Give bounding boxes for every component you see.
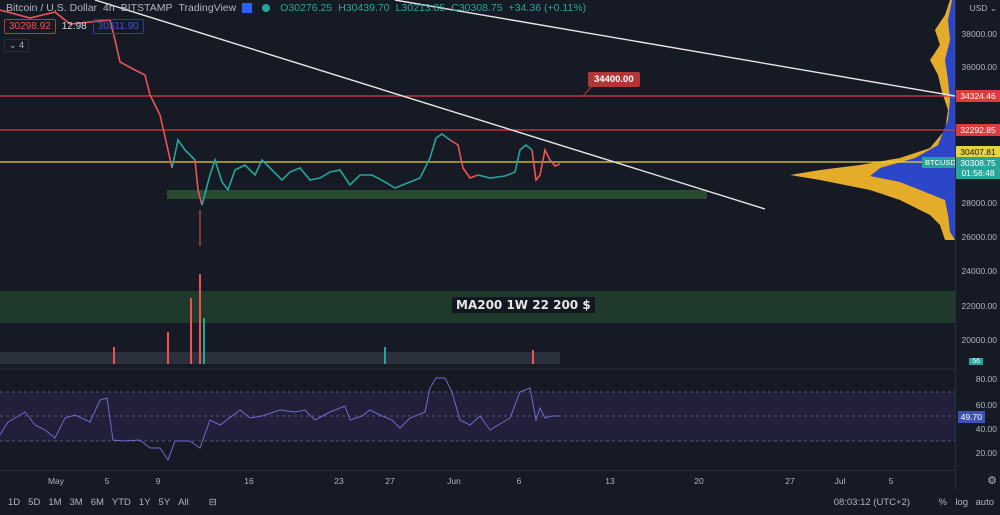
time-label: Jul: [834, 476, 846, 486]
clock[interactable]: 08:03:12 (UTC+2): [833, 497, 910, 508]
last-price-tag: 30308.75: [956, 157, 1000, 169]
rsi-label: 40.00: [975, 424, 997, 434]
time-label: 6: [516, 476, 522, 486]
low-value: L30213.85: [395, 2, 446, 14]
price-label: 20000.00: [961, 335, 997, 345]
time-label: May: [47, 476, 65, 486]
price-callout[interactable]: 34400.00: [588, 72, 640, 87]
time-label: 27: [385, 476, 395, 486]
open-value: O30276.25: [280, 2, 333, 14]
tradingview-logo-icon: [242, 3, 253, 13]
source: TradingView: [178, 2, 237, 14]
bid-ask-panel: 30298.92 12.98 30311.90: [4, 19, 144, 34]
time-label: 5: [104, 476, 110, 486]
range-1y[interactable]: 1Y: [138, 497, 151, 508]
ma200-label[interactable]: MA200 1W 22 200 $: [452, 297, 595, 313]
percent-toggle[interactable]: %: [938, 497, 947, 508]
time-label: 13: [605, 476, 615, 486]
price-label: 38000.00: [961, 29, 997, 39]
chevron-down-icon: ⌄: [9, 40, 20, 50]
indicators-toggle[interactable]: ⌄ 4: [4, 39, 30, 52]
range-6m[interactable]: 6M: [90, 497, 104, 508]
auto-toggle[interactable]: auto: [975, 497, 995, 508]
exchange: BITSTAMP: [120, 2, 173, 14]
rsi-label: 20.00: [975, 448, 997, 458]
sell-button[interactable]: 30298.92: [4, 19, 56, 34]
time-label: 9: [155, 476, 161, 486]
chart-legend: Bitcoin / U.S. Dollar 4h BITSTAMP Tradin…: [6, 2, 586, 14]
time-label: 27: [785, 476, 795, 486]
range-ytd[interactable]: YTD: [111, 497, 131, 508]
buy-button[interactable]: 30311.90: [92, 19, 144, 34]
market-status-icon: [262, 4, 271, 12]
trendline-upper[interactable]: [394, 0, 956, 97]
rsi-value-tag: 49.70: [957, 411, 985, 423]
rsi-label: 80.00: [975, 374, 997, 384]
rsi-band: [0, 392, 955, 441]
symbol-name[interactable]: Bitcoin / U.S. Dollar: [6, 2, 98, 14]
close-value: C30308.75: [451, 2, 503, 14]
resistance-tag-high: 34324.46: [956, 90, 1000, 102]
range-1d[interactable]: 1D: [8, 497, 21, 508]
indicators-count: 4: [19, 40, 25, 50]
resistance-tag-mid: 32292.85: [956, 124, 1000, 136]
price-label: 36000.00: [961, 62, 997, 72]
yellow-level-tag: 30407.81: [956, 146, 1000, 158]
range-all[interactable]: All: [178, 497, 189, 508]
high-value: H30439.70: [338, 2, 390, 14]
volume-bars: [0, 274, 560, 364]
range-5y[interactable]: 5Y: [158, 497, 171, 508]
time-label: Jun: [447, 476, 461, 486]
rsi-label: 60.00: [975, 400, 997, 410]
time-label: 16: [244, 476, 254, 486]
price-label: 28000.00: [961, 198, 997, 208]
price-label: 22000.00: [961, 301, 997, 311]
bottom-toolbar: 1D 5D 1M 3M 6M YTD 1Y 5Y All ⊟ 08:03:12 …: [0, 490, 1000, 515]
settings-gear-icon[interactable]: ⚙: [987, 475, 997, 487]
price-axis[interactable]: USD ⌄ 38000.00 36000.00 28000.00 26000.0…: [955, 0, 1000, 490]
change-value: +34.36 (+0.11%): [508, 2, 587, 14]
time-axis[interactable]: May 5 9 16 23 27 Jun 6 13 20 27 Jul 5: [0, 470, 955, 490]
trendline-lower[interactable]: [94, 0, 766, 210]
currency-selector[interactable]: USD ⌄: [969, 3, 997, 13]
range-5d[interactable]: 5D: [28, 497, 41, 508]
date-range-icon[interactable]: ⊟: [208, 497, 217, 508]
support-zone: [167, 190, 707, 199]
log-toggle[interactable]: log: [955, 497, 968, 508]
price-label: 24000.00: [961, 266, 997, 276]
volume-tag: 56: [969, 358, 983, 365]
range-3m[interactable]: 3M: [69, 497, 83, 508]
volume-profile: [790, 0, 955, 240]
candlesticks: [0, 9, 561, 206]
price-label: 26000.00: [961, 232, 997, 242]
countdown-tag: 01:56:48: [956, 167, 1000, 179]
interval[interactable]: 4h: [103, 2, 115, 14]
time-label: 20: [694, 476, 704, 486]
rsi-line: [0, 377, 560, 462]
spread-value: 12.98: [61, 21, 87, 32]
range-1m[interactable]: 1M: [48, 497, 62, 508]
time-label: 5: [888, 476, 894, 486]
time-label: 23: [334, 476, 344, 486]
symbol-tag: BTCUSD: [922, 157, 959, 168]
